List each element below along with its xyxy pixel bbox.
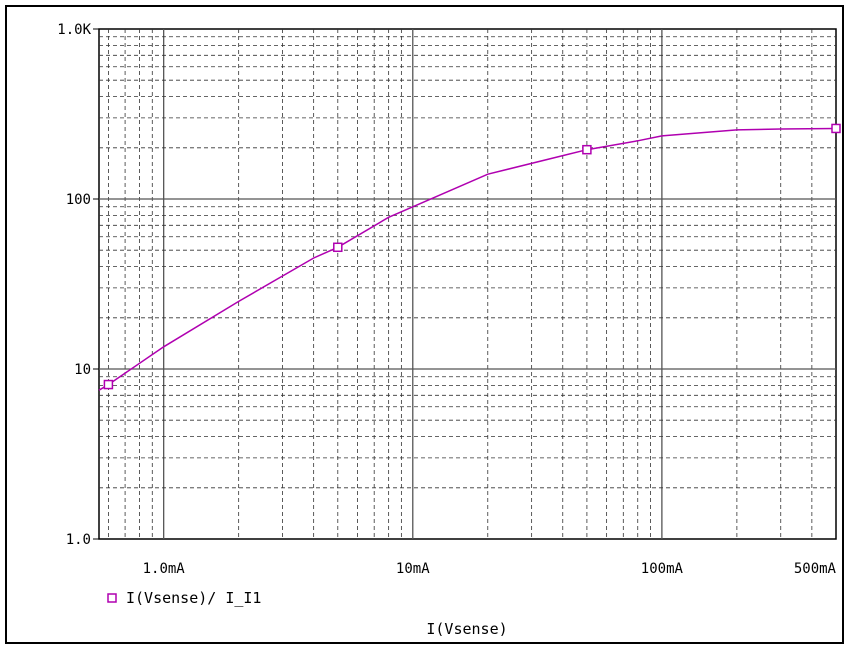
x-tick-label: 1.0mA [143,561,186,577]
y-tick-label: 1.0 [66,532,91,548]
series-point-marker [582,144,592,155]
y-tick-label: 100 [66,192,91,208]
series-layer [98,123,841,391]
x-tick-label: 100mA [641,561,684,577]
series-line [98,127,837,391]
x-tick-label: 500mA [794,561,837,577]
plot-area [98,28,837,540]
x-axis-label: I(Vsense) [426,620,507,638]
grid-layer [99,29,836,539]
y-tick-label: 1.0K [57,22,91,38]
x-tick-labels: 1.0mA 10mA 100mA 500mA [143,561,837,577]
series-point-marker [103,379,114,390]
series-point-marker [831,123,841,134]
x-tick-label: 10mA [396,561,430,577]
y-tick-label: 10 [74,362,91,378]
legend: I(Vsense)/ I_I1 [107,589,261,607]
y-tick-labels: 1.0 10 100 1.0K [57,22,99,548]
series-point-marker [333,242,343,253]
legend-series-label: I(Vsense)/ I_I1 [126,589,261,607]
legend-marker-square-icon [107,593,117,603]
